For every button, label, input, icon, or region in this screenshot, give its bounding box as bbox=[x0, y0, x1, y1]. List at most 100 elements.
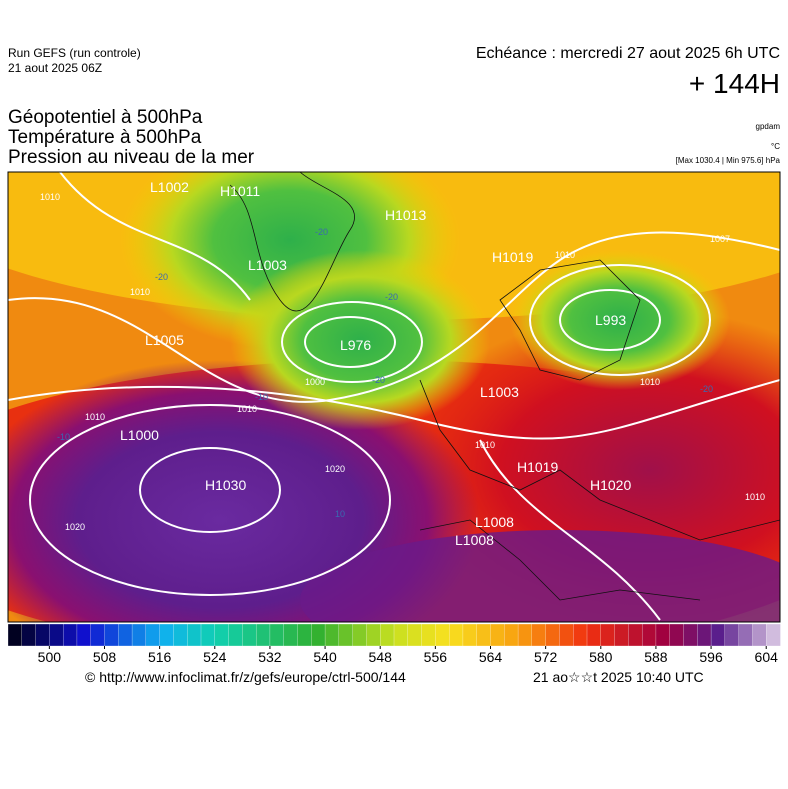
pressure-center: H1011 bbox=[220, 183, 260, 199]
colorbar-cell bbox=[628, 623, 643, 647]
map-frame bbox=[7, 171, 781, 623]
valid-time: Echéance : mercredi 27 aout 2025 6h UTC bbox=[475, 45, 780, 62]
isobar-label: 1020 bbox=[65, 522, 85, 532]
colorbar-cell bbox=[76, 623, 92, 647]
isobar-label: 1020 bbox=[325, 464, 345, 474]
colorbar-cell bbox=[338, 623, 354, 647]
colorbar-cell bbox=[504, 623, 519, 647]
unit: gpdam bbox=[755, 122, 780, 131]
colorbar-cell bbox=[7, 623, 23, 647]
colorbar-cell bbox=[173, 623, 188, 647]
colorbar-cell bbox=[324, 623, 340, 647]
colorbar-cell bbox=[283, 623, 299, 647]
colorbar-cell bbox=[586, 623, 602, 647]
colorbar-cell bbox=[393, 623, 409, 647]
colorbar-cell bbox=[131, 623, 147, 647]
colorbar-tick-label: 524 bbox=[203, 649, 227, 665]
colorbar-cell bbox=[21, 623, 37, 647]
pressure-center: L1005 bbox=[145, 332, 184, 348]
pressure-center: L1003 bbox=[248, 257, 287, 273]
isobar-label: 1010 bbox=[130, 287, 150, 297]
pressure-center: L1003 bbox=[480, 384, 519, 400]
lead-time: + 144H bbox=[688, 68, 780, 99]
isobar-label: 1000 bbox=[305, 377, 325, 387]
colorbar-cell bbox=[462, 623, 478, 647]
colorbar-cell bbox=[200, 623, 216, 647]
title: Géopotentiel à 500hPa bbox=[8, 107, 203, 128]
temperature-label: -20 bbox=[372, 375, 385, 385]
title: Pression au niveau de la mer bbox=[8, 147, 255, 168]
pressure-center: L976 bbox=[340, 337, 371, 353]
colorbar-cell bbox=[311, 623, 326, 647]
colorbar-tick-label: 572 bbox=[534, 649, 558, 665]
colorbar-tick-label: 548 bbox=[369, 649, 393, 665]
colorbar-cell bbox=[600, 623, 616, 647]
colorbar-cell bbox=[380, 623, 395, 647]
colorbar-cell bbox=[228, 623, 244, 647]
colorbar-cell bbox=[352, 623, 368, 647]
pressure-center: L1002 bbox=[150, 179, 189, 195]
temperature-label: 10 bbox=[335, 509, 345, 519]
run: Run GEFS (run controle) bbox=[8, 46, 141, 60]
colorbar-tick-label: 564 bbox=[479, 649, 503, 665]
generated: 21 ao☆☆t 2025 10:40 UTC bbox=[533, 669, 704, 685]
isobar-label: 1010 bbox=[237, 404, 257, 414]
pressure-center: L1000 bbox=[120, 427, 159, 443]
colorbar-tick-label: 508 bbox=[93, 649, 117, 665]
colorbar-cell bbox=[641, 623, 657, 647]
colorbar-cell bbox=[255, 623, 271, 647]
colorbar-cell bbox=[62, 623, 78, 647]
colorbar-cell bbox=[366, 623, 381, 647]
pressure-center: L1008 bbox=[455, 532, 494, 548]
colorbar-cell bbox=[90, 623, 106, 647]
colorbar-cell bbox=[421, 623, 437, 647]
temperature-label: -10 bbox=[255, 392, 268, 402]
colorbar-cell bbox=[531, 623, 547, 647]
colorbar-cell bbox=[104, 623, 119, 647]
unit: [Max 1030.4 | Min 975.6] hPa bbox=[675, 156, 780, 165]
colorbar-cell bbox=[683, 623, 698, 647]
temperature-label: -10 bbox=[57, 432, 70, 442]
colorbar-tick-label: 556 bbox=[424, 649, 448, 665]
colorbar-cell bbox=[214, 623, 230, 647]
colorbar-cell bbox=[655, 623, 671, 647]
colorbar-cell bbox=[766, 623, 781, 647]
pressure-center: H1020 bbox=[590, 477, 631, 493]
title: Température à 500hPa bbox=[8, 127, 202, 148]
colorbar-tick-label: 516 bbox=[148, 649, 172, 665]
colorbar-cell bbox=[724, 623, 740, 647]
colorbar-cell bbox=[49, 623, 64, 647]
isobar-label: 1010 bbox=[40, 192, 60, 202]
temperature-label: -20 bbox=[385, 292, 398, 302]
colorbar-cell bbox=[476, 623, 492, 647]
colorbar-cell bbox=[559, 623, 574, 647]
colorbar-cell bbox=[517, 623, 533, 647]
isobar-label: 1010 bbox=[745, 492, 765, 502]
colorbar-tick-label: 532 bbox=[258, 649, 282, 665]
unit: °C bbox=[771, 142, 780, 151]
colorbar-cell bbox=[187, 623, 202, 647]
colorbar-cell bbox=[738, 623, 754, 647]
colorbar-cell bbox=[545, 623, 561, 647]
colorbar-cell bbox=[752, 623, 767, 647]
colorbar-cell bbox=[242, 623, 257, 647]
colorbar-cell bbox=[269, 623, 285, 647]
colorbar-tick-label: 604 bbox=[755, 649, 779, 665]
colorbar-cell bbox=[448, 623, 464, 647]
colorbar-tick-label: 580 bbox=[589, 649, 613, 665]
colorbar-tick-label: 500 bbox=[38, 649, 62, 665]
field bbox=[8, 172, 780, 622]
colorbar-cell bbox=[35, 623, 51, 647]
colorbar-tick-label: 596 bbox=[699, 649, 723, 665]
isobar-label: 1010 bbox=[85, 412, 105, 422]
colorbar-cell bbox=[297, 623, 312, 647]
colorbar-cell bbox=[407, 623, 423, 647]
colorbar-cell bbox=[145, 623, 161, 647]
temperature-label: -20 bbox=[700, 384, 713, 394]
colorbar-cell bbox=[669, 623, 685, 647]
colorbar-cell bbox=[435, 623, 450, 647]
pressure-center: H1019 bbox=[492, 249, 533, 265]
pressure-center: H1030 bbox=[205, 477, 246, 493]
isobar-label: 1010 bbox=[640, 377, 660, 387]
